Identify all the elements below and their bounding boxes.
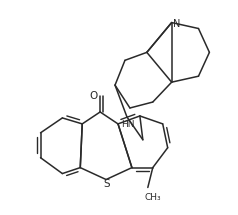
Text: S: S bbox=[104, 178, 110, 189]
Text: CH₃: CH₃ bbox=[144, 193, 161, 202]
Text: N: N bbox=[173, 18, 180, 29]
Text: HN: HN bbox=[121, 120, 135, 129]
Text: O: O bbox=[89, 91, 97, 101]
